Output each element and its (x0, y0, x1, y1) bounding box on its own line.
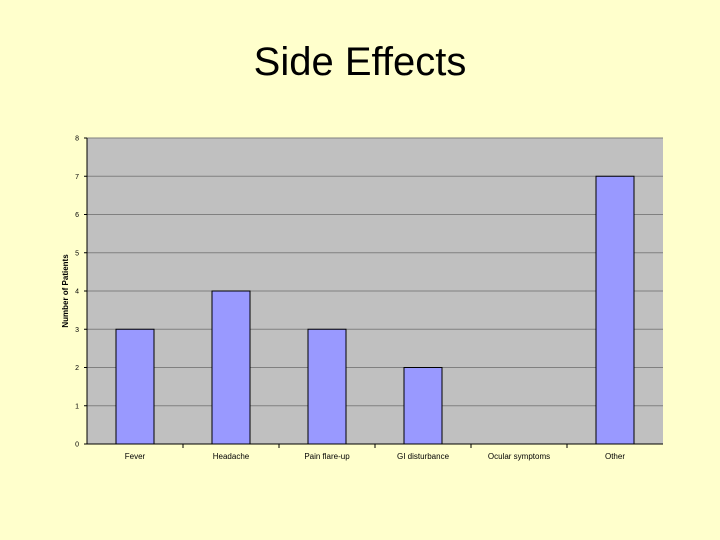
category-label: GI disturbance (397, 452, 450, 461)
category-label: Headache (213, 452, 250, 461)
slide-title: Side Effects (253, 40, 467, 84)
category-labels: Fever Headache Pain flare-up GI disturbance… (125, 444, 625, 461)
bar-headache (211, 290, 251, 445)
bar-gi-disturbance (403, 367, 443, 445)
y-axis-label: Number of Patients (61, 254, 70, 328)
category-label: Pain flare-up (304, 452, 350, 461)
y-tick-label: 7 (75, 174, 79, 181)
bar-fever (115, 328, 155, 445)
bar-other (595, 175, 635, 445)
y-tick-label: 5 (75, 250, 79, 257)
category-label: Other (605, 452, 625, 461)
y-tick-label: 4 (75, 289, 79, 296)
bars (115, 175, 635, 445)
y-tick-label: 0 (75, 442, 79, 449)
y-tick-label: 1 (75, 403, 79, 410)
y-tick-label: 2 (75, 365, 79, 372)
bar-pain-flare-up (307, 328, 347, 445)
category-label: Fever (125, 452, 146, 461)
category-label: Ocular symptoms (488, 452, 550, 461)
y-tick-labels: 0 1 2 3 4 5 6 7 8 (75, 136, 87, 449)
y-tick-label: 6 (75, 212, 79, 219)
gridlines (87, 137, 663, 407)
y-tick-label: 8 (75, 136, 79, 143)
y-tick-label: 3 (75, 327, 79, 334)
